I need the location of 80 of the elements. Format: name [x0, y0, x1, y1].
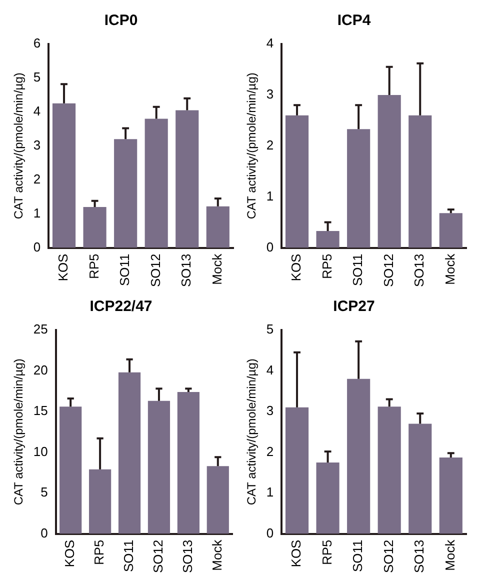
x-tick-label: KOS — [62, 539, 78, 568]
y-tick-label: 4 — [266, 362, 274, 378]
y-tick-label: 5 — [40, 484, 48, 500]
bar — [176, 110, 199, 248]
x-tick-label: SO11 — [350, 254, 366, 286]
x-tick-label: SO11 — [117, 254, 132, 286]
bar — [439, 458, 462, 534]
y-tick-label: 4 — [33, 103, 41, 118]
y-tick-label: 1 — [266, 188, 274, 204]
x-tick-label: SO11 — [121, 540, 136, 572]
y-tick-label: 3 — [266, 403, 274, 418]
x-tick-label: RP5 — [319, 254, 334, 280]
x-tick-label: Mock — [209, 539, 224, 571]
x-tick-label: RP5 — [92, 540, 107, 566]
bar — [83, 207, 106, 248]
y-tick-label: 25 — [33, 322, 48, 337]
bar — [206, 206, 230, 248]
bar — [60, 406, 82, 534]
chart-title: ICP0 — [104, 12, 138, 30]
x-tick-label: KOS — [56, 253, 71, 282]
y-tick-label: 4 — [266, 36, 274, 51]
bar — [177, 392, 200, 534]
y-tick-label: 3 — [33, 137, 41, 152]
bar — [347, 378, 370, 534]
y-axis-title: CAT activity/(pmole/min/µg) — [12, 72, 26, 220]
bar — [408, 115, 432, 248]
y-tick-label: 5 — [33, 70, 41, 85]
bar — [408, 424, 432, 534]
y-tick-label: 15 — [33, 403, 48, 418]
bar — [89, 469, 112, 534]
y-axis-title: CAT activity/(pmole/min/µg) — [244, 72, 259, 220]
chart-title: ICP4 — [337, 12, 372, 30]
bar — [285, 115, 309, 248]
bar — [316, 462, 340, 534]
x-tick-label: SO13 — [180, 540, 196, 574]
bar — [206, 466, 229, 534]
bar — [144, 118, 168, 248]
bar — [148, 400, 170, 534]
bar — [347, 129, 370, 248]
bar — [285, 407, 309, 534]
bar — [439, 213, 462, 248]
chart-title: ICP27 — [333, 298, 375, 316]
x-tick-label: Mock — [209, 253, 224, 285]
x-tick-label: SO12 — [148, 254, 163, 288]
y-tick-label: 1 — [33, 205, 41, 220]
y-tick-label: 10 — [33, 444, 48, 459]
y-tick-label: 20 — [33, 362, 48, 378]
bar — [378, 94, 401, 248]
x-tick-label: Mock — [442, 253, 458, 285]
x-tick-label: KOS — [288, 539, 304, 568]
bar — [118, 372, 141, 534]
x-tick-label: SO13 — [178, 254, 194, 288]
y-tick-label: 3 — [266, 86, 274, 102]
y-tick-label: 2 — [33, 171, 41, 186]
y-tick-label: 5 — [266, 322, 274, 337]
y-axis-title: CAT activity/(pmole/min/µg) — [244, 358, 259, 506]
x-tick-label: SO11 — [350, 540, 366, 572]
x-tick-label: SO13 — [412, 254, 427, 288]
x-tick-label: RP5 — [319, 540, 334, 566]
y-axis-title: CAT activity/(pmole/min/µg) — [12, 358, 26, 506]
y-tick-label: 2 — [266, 137, 274, 152]
bar — [316, 230, 340, 248]
y-tick-label: 2 — [266, 444, 274, 459]
x-tick-label: RP5 — [86, 254, 102, 280]
x-tick-label: SO12 — [150, 540, 166, 574]
y-tick-label: 0 — [33, 239, 41, 254]
x-tick-label: Mock — [442, 539, 458, 571]
y-tick-label: 6 — [33, 36, 41, 51]
y-tick-label: 0 — [266, 525, 274, 540]
chart-title: ICP22/47 — [90, 298, 152, 316]
x-tick-label: SO12 — [380, 254, 396, 288]
x-tick-label: SO12 — [380, 540, 396, 574]
bar — [114, 139, 138, 248]
bar — [378, 406, 401, 534]
y-tick-label: 0 — [266, 239, 274, 254]
y-tick-label: 0 — [40, 525, 48, 540]
x-tick-label: KOS — [288, 253, 304, 282]
y-tick-label: 1 — [266, 484, 274, 500]
bar — [52, 103, 76, 248]
x-tick-label: SO13 — [412, 540, 427, 574]
